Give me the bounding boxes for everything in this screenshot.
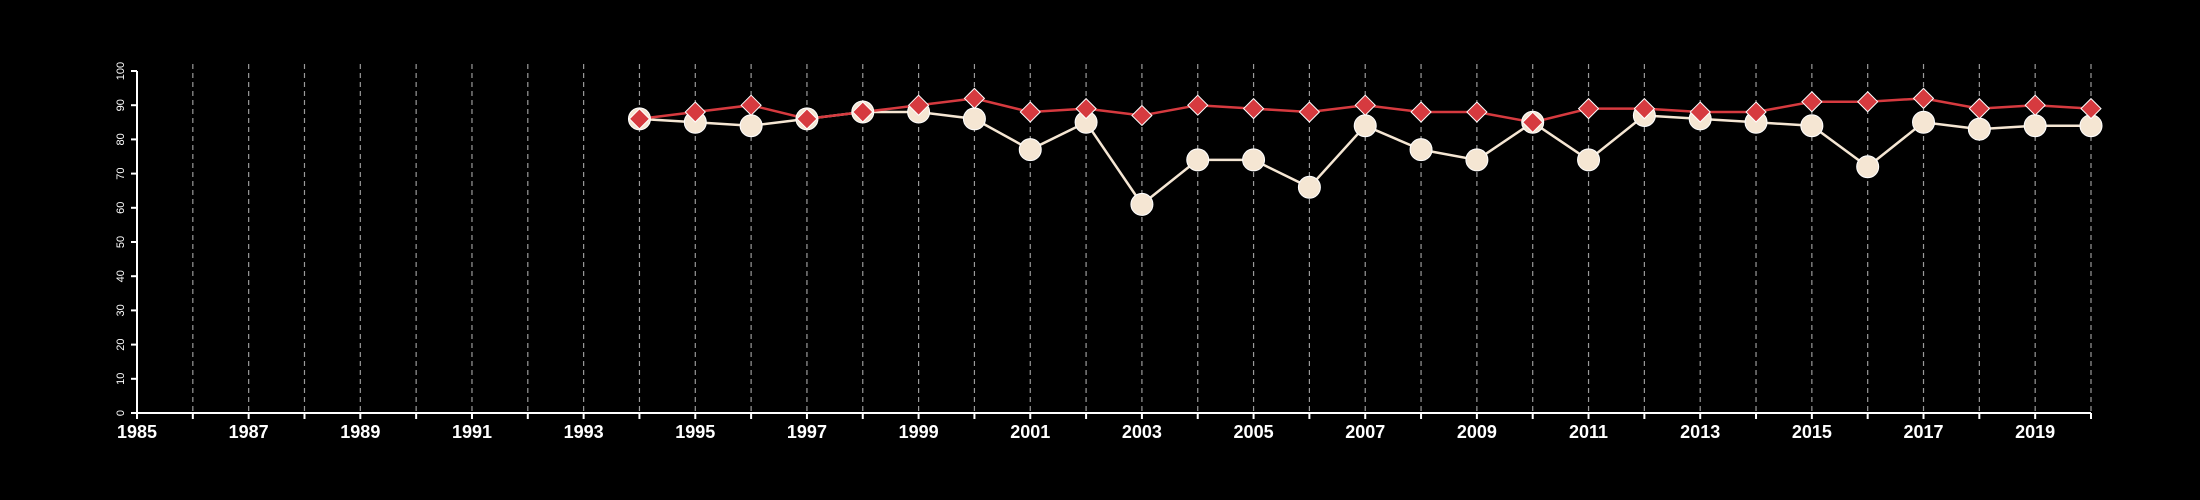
x-tick-label: 2007 (1345, 422, 1385, 442)
data-point-diamond (1298, 101, 1321, 123)
x-tick-label: 1989 (340, 422, 380, 442)
data-point-diamond (796, 108, 818, 130)
data-point-circle (1465, 148, 1489, 172)
x-tick-label: 1985 (117, 422, 157, 442)
data-point-circle (1186, 148, 1210, 172)
y-tick-label: 40 (115, 270, 127, 282)
y-tick-label: 90 (115, 99, 127, 111)
x-tick-label: 2013 (1680, 422, 1720, 442)
x-tick-label: 1993 (564, 422, 604, 442)
x-tick-label: 1991 (452, 422, 492, 442)
y-tick-label: 0 (115, 410, 127, 416)
data-point-diamond (1410, 101, 1432, 123)
data-point-diamond (963, 87, 986, 110)
data-point-circle (1353, 114, 1377, 138)
data-point-circle (1912, 110, 1936, 134)
data-point-diamond (1689, 101, 1711, 123)
data-point-circle (739, 114, 763, 138)
data-point-circle (1967, 117, 1991, 141)
data-point-diamond (907, 94, 930, 116)
data-point-diamond (1187, 94, 1209, 116)
data-point-circle (1297, 175, 1321, 199)
data-point-diamond (1242, 97, 1265, 120)
data-point-diamond (1131, 104, 1153, 127)
data-point-circle (1577, 148, 1601, 172)
x-tick-label: 2005 (1234, 422, 1274, 442)
data-point-diamond (1633, 97, 1656, 120)
x-tick-label: 2009 (1457, 422, 1497, 442)
x-tick-label: 1995 (675, 422, 715, 442)
x-tick-label: 1999 (899, 422, 939, 442)
x-tick-label: 2017 (1903, 422, 1943, 442)
data-point-diamond (1912, 87, 1935, 110)
series-markers (627, 87, 2103, 216)
data-point-circle (1242, 148, 1266, 172)
data-point-circle (1800, 114, 1824, 138)
axes (131, 70, 2092, 419)
data-point-diamond (2024, 94, 2046, 116)
y-tick-label: 100 (115, 62, 127, 80)
data-point-circle (2023, 114, 2047, 138)
data-point-diamond (1075, 97, 1097, 120)
x-tick-label: 2011 (1569, 422, 1608, 442)
data-point-diamond (852, 101, 874, 123)
data-point-diamond (1968, 97, 1991, 120)
y-tick-label: 60 (115, 202, 127, 214)
data-point-diamond (1354, 94, 1376, 116)
x-tick-label: 1987 (229, 422, 269, 442)
data-point-diamond (684, 101, 706, 123)
y-tick-label: 70 (115, 167, 127, 179)
x-tick-label: 2001 (1010, 422, 1050, 442)
data-point-diamond (1856, 91, 1879, 113)
data-point-circle (1856, 155, 1880, 179)
data-point-diamond (1745, 101, 1767, 123)
data-point-circle (962, 107, 986, 131)
data-point-circle (1018, 138, 1042, 162)
y-tick-label: 10 (115, 373, 127, 385)
data-point-diamond (628, 108, 651, 130)
data-point-diamond (1522, 111, 1544, 134)
x-tick-label: 2019 (2015, 422, 2055, 442)
x-tick-label: 2003 (1122, 422, 1162, 442)
y-tick-label: 30 (115, 304, 127, 316)
x-tick-label: 2015 (1792, 422, 1832, 442)
x-tick-label: 1997 (787, 422, 827, 442)
tick-labels: 0 10 20 30 40 50 60 70 80 90 100 1985 1987 1989 1991 19… (115, 62, 2055, 442)
data-point-diamond (1801, 91, 1823, 113)
y-tick-label: 80 (115, 133, 127, 145)
data-point-diamond (1577, 97, 1600, 120)
data-point-circle (1409, 138, 1433, 162)
y-tick-label: 50 (115, 236, 127, 248)
data-point-diamond (740, 94, 762, 116)
data-point-diamond (1466, 101, 1488, 123)
data-point-circle (1130, 192, 1154, 216)
y-tick-label: 20 (115, 338, 127, 350)
data-point-diamond (2080, 97, 2102, 120)
data-point-diamond (1019, 101, 1041, 123)
